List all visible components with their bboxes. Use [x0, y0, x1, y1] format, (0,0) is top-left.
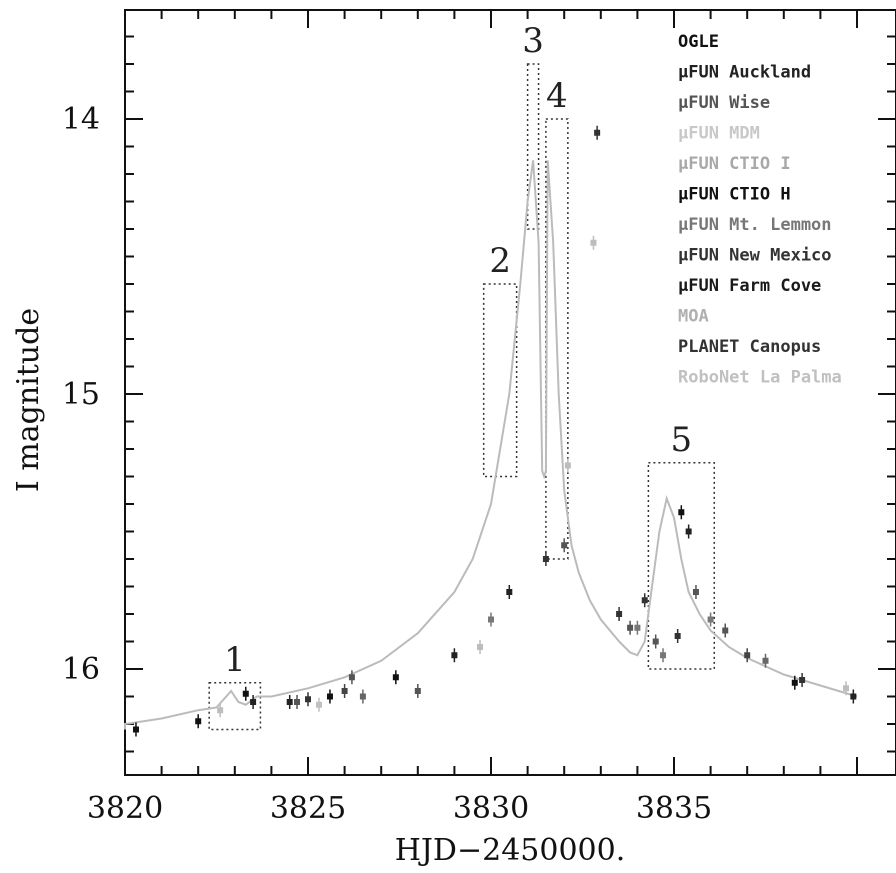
data-point — [561, 542, 568, 549]
legend-entry: MOA — [678, 307, 709, 327]
data-point — [627, 624, 634, 631]
legend-entry: μFUN Mt. Lemmon — [678, 215, 832, 235]
data-points — [132, 125, 857, 737]
data-point — [616, 611, 623, 617]
data-point — [634, 624, 641, 631]
data-point — [195, 718, 202, 725]
legend-entry: PLANET Canopus — [678, 337, 821, 357]
legend-entry: OGLE — [678, 32, 719, 52]
annotation-box — [208, 682, 262, 731]
data-point — [660, 652, 667, 659]
legend-entry: μFUN MDM — [678, 124, 760, 144]
data-point — [843, 685, 850, 692]
annotation-box — [526, 63, 540, 230]
data-point — [722, 627, 729, 634]
annotation-box-label: 3 — [522, 21, 544, 61]
data-point — [286, 699, 293, 705]
annotation-box — [647, 462, 716, 670]
data-point — [242, 690, 249, 697]
data-point — [250, 699, 257, 705]
data-point — [451, 652, 458, 659]
x-tick-label: 3835 — [636, 791, 712, 826]
legend-entry: μFUN Auckland — [678, 63, 811, 83]
data-point — [392, 674, 399, 681]
data-point — [488, 616, 494, 623]
x-axis-label: HJD−2450000. — [395, 833, 626, 868]
legend-entry: μFUN Farm Cove — [678, 276, 821, 296]
annotation-box-label: 1 — [224, 640, 246, 680]
annotation-box — [545, 118, 569, 560]
data-point — [348, 674, 355, 681]
data-point — [850, 693, 857, 700]
model-curve — [124, 160, 858, 730]
data-point — [678, 509, 685, 516]
data-point — [132, 726, 139, 733]
data-point — [799, 677, 806, 683]
annotation-box — [482, 283, 518, 478]
y-tick-label: 15 — [62, 377, 100, 412]
data-point — [326, 693, 333, 700]
annotation-box-label: 4 — [546, 76, 568, 116]
data-point — [707, 616, 714, 623]
data-point — [652, 638, 659, 645]
annotation-box-label: 5 — [670, 420, 692, 460]
y-tick-label: 14 — [62, 102, 100, 137]
data-point — [217, 707, 224, 714]
data-point — [305, 696, 311, 703]
plot-frame — [124, 9, 896, 776]
data-point — [477, 644, 484, 650]
y-tick-label: 16 — [62, 652, 100, 687]
data-point — [674, 633, 681, 639]
data-point — [294, 699, 301, 705]
y-axis-label: I magnitude — [11, 308, 46, 492]
data-point — [744, 652, 751, 659]
axis-ticks — [124, 10, 896, 775]
data-point — [685, 528, 692, 535]
data-point — [641, 597, 648, 604]
x-tick-label: 3825 — [270, 791, 346, 826]
data-point — [414, 688, 421, 694]
legend-entry: μFUN Wise — [678, 93, 770, 113]
legend: OGLE μFUN Auckland μFUN Wise μFUN MDM μFUN C… — [678, 32, 842, 388]
legend-entry: RoboNet La Palma — [678, 368, 842, 388]
legend-entry: μFUN CTIO H — [678, 185, 791, 205]
x-tick-label: 3820 — [87, 791, 163, 826]
x-tick-label: 3830 — [453, 791, 529, 826]
legend-entry: μFUN CTIO I — [678, 154, 791, 174]
data-point — [341, 688, 348, 694]
data-point — [506, 589, 513, 595]
data-point — [359, 693, 366, 700]
data-point — [564, 462, 571, 469]
data-point — [315, 701, 322, 708]
data-point — [590, 239, 597, 246]
annotation-box-label: 2 — [489, 241, 511, 281]
data-point — [594, 129, 601, 136]
data-point — [542, 556, 549, 562]
data-point — [692, 589, 699, 595]
data-point — [791, 679, 798, 686]
data-point — [762, 657, 769, 664]
annotation-boxes: 1 2 34 5 — [208, 21, 716, 731]
legend-entry: μFUN New Mexico — [678, 246, 832, 266]
